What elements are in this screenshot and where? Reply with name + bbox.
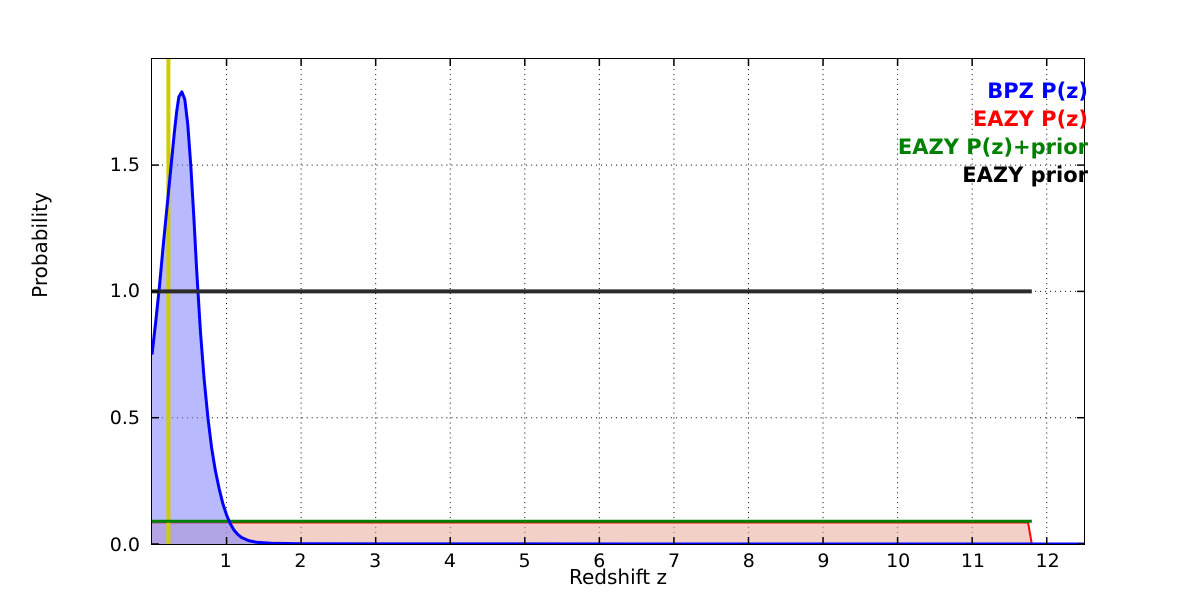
y-tick-label: 1.0 xyxy=(109,280,140,303)
line-bpz-pz xyxy=(152,90,1084,544)
x-tick-label: 6 xyxy=(593,550,606,572)
y-tick-label: 0.5 xyxy=(109,407,140,430)
x-tick-label: 4 xyxy=(443,550,456,572)
x-tick-label: 9 xyxy=(817,550,830,572)
x-axis-label: Redshift z xyxy=(568,565,668,589)
x-tick-label: 1 xyxy=(219,550,232,572)
x-tick-label: 8 xyxy=(742,550,755,572)
x-tick-label: 3 xyxy=(369,550,382,572)
legend: BPZ P(z) EAZY P(z) EAZY P(z)+prior EAZY … xyxy=(898,78,1088,190)
legend-entry-eazy-pz-prior: EAZY P(z)+prior xyxy=(897,134,1088,159)
x-tick-label: 11 xyxy=(960,550,985,572)
x-tick-label: 12 xyxy=(1035,550,1060,572)
y-tick-labels: 0.0 0.5 1.0 1.5 xyxy=(0,0,140,600)
legend-entry-bpz-pz: BPZ P(z) xyxy=(987,79,1088,103)
area-eazy-pz xyxy=(152,522,1084,544)
y-tick-label: 1.5 xyxy=(109,153,140,176)
y-axis-label: Probability xyxy=(28,192,52,298)
plot-area xyxy=(151,58,1085,545)
legend-entry-eazy-pz: EAZY P(z) xyxy=(972,106,1088,131)
legend-entry-eazy-prior: EAZY prior xyxy=(962,162,1088,187)
y-tick-label: 0.0 xyxy=(109,534,140,556)
x-tick-label: 7 xyxy=(667,550,681,572)
x-tick-label: 5 xyxy=(518,550,531,572)
x-tick-label: 10 xyxy=(886,550,911,572)
x-tick-label: 2 xyxy=(294,550,307,572)
plot-svg xyxy=(152,59,1084,544)
